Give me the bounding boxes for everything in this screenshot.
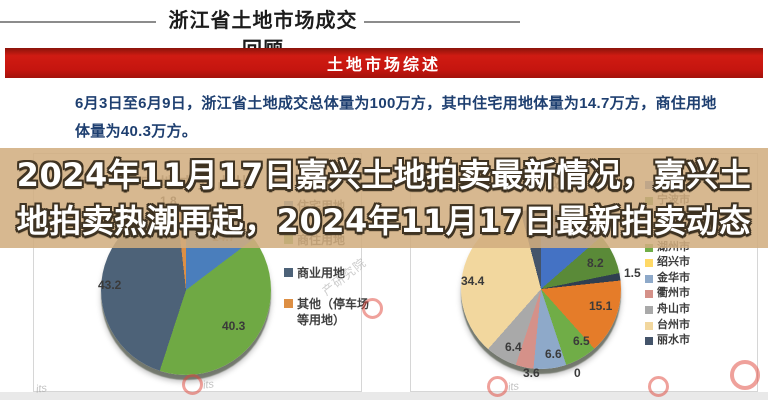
pie-value-label: 15.1 bbox=[589, 299, 613, 313]
title-rule-right bbox=[364, 21, 520, 23]
legend-item: 绍兴市 bbox=[645, 256, 690, 269]
legend-item: 商业用地 bbox=[284, 265, 369, 281]
pie-value-label: 8.2 bbox=[587, 256, 604, 270]
watermark-script-text: its bbox=[35, 382, 48, 396]
watermark-script-text: its bbox=[507, 380, 520, 394]
pie-value-label: 6.4 bbox=[505, 340, 522, 354]
legend-item: 舟山市 bbox=[645, 303, 690, 316]
pie-value-label: 3.6 bbox=[523, 366, 540, 380]
legend-label: 台州市 bbox=[657, 319, 690, 331]
legend-label: 丽水市 bbox=[657, 334, 690, 346]
pie-value-label: 6.5 bbox=[573, 334, 590, 348]
watermark-ring-icon bbox=[487, 376, 508, 397]
legend-swatch bbox=[284, 299, 293, 308]
pie-value-label: 34.4 bbox=[461, 274, 485, 288]
legend-swatch bbox=[645, 337, 653, 345]
pie-value-label: 43.2 bbox=[98, 278, 122, 292]
summary-paragraph: 6月3日至6月9日，浙江省土地成交总体量为100万方，其中住宅用地体量为14.7… bbox=[75, 95, 717, 140]
legend-label: 其他（停车场等用地） bbox=[297, 297, 370, 327]
watermark-ring-icon bbox=[730, 360, 760, 390]
legend-swatch bbox=[645, 244, 653, 252]
legend-swatch bbox=[284, 268, 293, 277]
legend-swatch bbox=[645, 322, 653, 330]
pie-value-label: 0 bbox=[574, 366, 581, 380]
pie-value-label: 40.3 bbox=[222, 319, 246, 333]
legend-swatch bbox=[645, 306, 653, 314]
legend-label: 衢州市 bbox=[657, 287, 690, 299]
bottom-strip bbox=[0, 392, 768, 400]
title-rule-left bbox=[0, 21, 156, 23]
legend-label: 绍兴市 bbox=[657, 256, 690, 268]
legend-item: 台州市 bbox=[645, 319, 690, 332]
legend-item: 衢州市 bbox=[645, 287, 690, 300]
pie-value-label: 1.5 bbox=[624, 266, 641, 280]
headline-overlay: 2024年11月17日嘉兴土地拍卖最新情况，嘉兴土 地拍卖热潮再起，2024年1… bbox=[0, 148, 768, 248]
watermark-script-text: its bbox=[202, 378, 215, 392]
headline-line-2: 地拍卖热潮再起，2024年11月17日最新拍卖动态 bbox=[16, 202, 752, 240]
legend-item: 其他（停车场等用地） bbox=[284, 296, 369, 328]
legend-swatch bbox=[645, 275, 653, 283]
legend-label: 商业用地 bbox=[297, 266, 346, 280]
legend-item: 金华市 bbox=[645, 272, 690, 285]
legend-label: 金华市 bbox=[657, 272, 690, 284]
section-banner: 土地市场综述 bbox=[5, 48, 763, 78]
watermark-ring-icon bbox=[362, 298, 383, 319]
legend-label: 舟山市 bbox=[657, 303, 690, 315]
legend-swatch bbox=[645, 259, 653, 267]
legend-item: 丽水市 bbox=[645, 334, 690, 347]
watermark-ring-icon bbox=[648, 376, 669, 397]
section-banner-label: 土地市场综述 bbox=[326, 57, 441, 74]
headline-line-1: 2024年11月17日嘉兴土地拍卖最新情况，嘉兴土 bbox=[16, 156, 752, 194]
watermark-ring-icon bbox=[182, 374, 203, 395]
pie-value-label: 6.6 bbox=[545, 347, 562, 361]
legend-swatch bbox=[645, 290, 653, 298]
